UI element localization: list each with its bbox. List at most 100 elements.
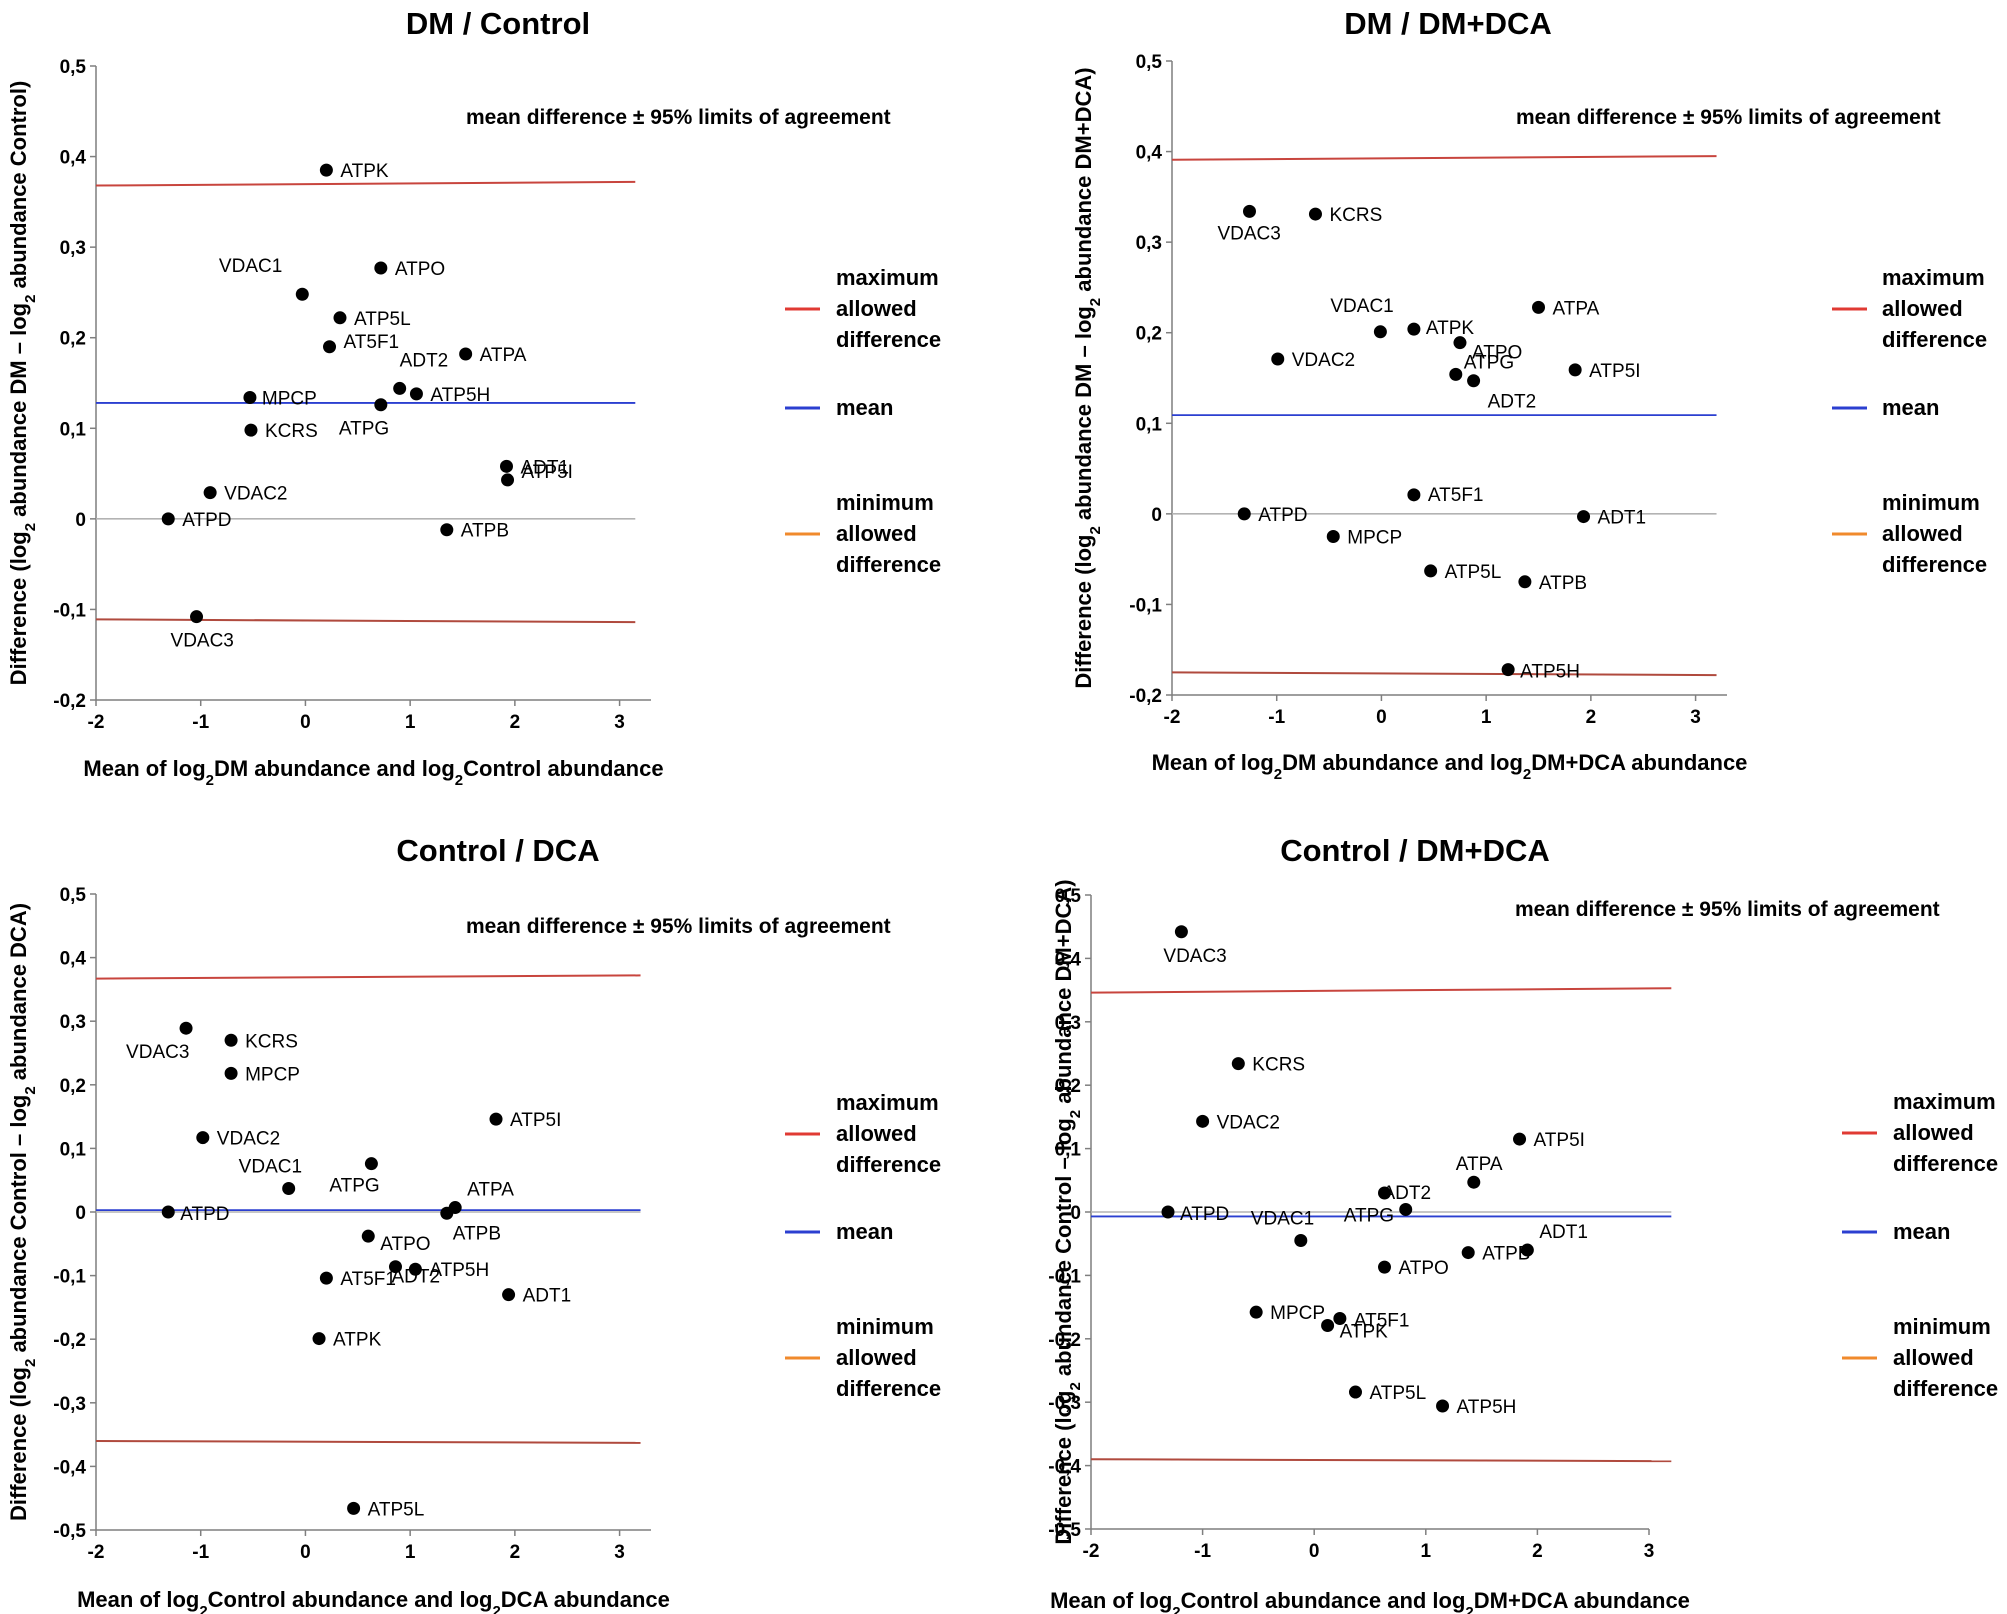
data-point [1568, 363, 1582, 377]
point-label: ADT1 [1539, 1222, 1588, 1243]
chart-svg: DM / DM+DCA -0,2 -0,1 0 0,1 0,2 0,3 0,4 0,5 -2 -1 0… [1071, 6, 1987, 783]
x-tick-label: 0 [1376, 707, 1387, 728]
y-axis-label-pre: Difference (log [6, 1367, 31, 1521]
data-point [374, 398, 388, 412]
y-axis-label-mid: abundance Control – log [1051, 1118, 1076, 1382]
x-tick-label: 3 [1690, 707, 1701, 728]
x-tick-label: 2 [1532, 1541, 1543, 1562]
data-point [1577, 510, 1591, 524]
point-label: MPCP [245, 1064, 300, 1085]
point-label: ATPA [480, 345, 527, 366]
lower-limit-line [95, 1439, 641, 1444]
legend-label: minimum [836, 490, 934, 515]
y-tick-label: 0,5 [1055, 886, 1082, 907]
legend-label: allowed [1882, 296, 1963, 321]
x-tick-label: 1 [1421, 1541, 1432, 1562]
x-tick-label: -1 [1194, 1541, 1211, 1562]
y-tick-label: 0,4 [60, 949, 87, 970]
x-axis-label-sub2: 2 [1523, 766, 1531, 783]
data-point [282, 1181, 296, 1195]
point-label: ATP5I [510, 1110, 561, 1131]
data-point [440, 523, 454, 537]
legend-label: difference [836, 1152, 941, 1177]
point-label: ATPB [1539, 573, 1587, 594]
data-point [323, 340, 337, 354]
data-point [1161, 1205, 1175, 1219]
data-point [1407, 322, 1421, 336]
point-label: VDAC3 [126, 1042, 189, 1063]
point-label: ATPG [1464, 352, 1514, 373]
data-point [1532, 300, 1546, 314]
x-axis-label-sub1: 2 [199, 1603, 207, 1614]
legend-label: allowed [836, 1345, 917, 1370]
point-label: VDAC3 [171, 631, 234, 652]
y-tick-label: 0,4 [1055, 949, 1082, 970]
legend-label: mean [1882, 395, 1939, 420]
data-point [1242, 204, 1256, 218]
x-axis-label-mid: DM abundance and log [214, 756, 455, 781]
data-point [1467, 1175, 1481, 1189]
x-tick-label: 2 [510, 1542, 521, 1563]
data-point [361, 1229, 375, 1243]
x-tick-label: 0 [300, 1542, 311, 1563]
point-label: ATP5H [429, 1260, 489, 1281]
limits-annotation: mean difference ± 95% limits of agreemen… [466, 106, 891, 129]
chart-svg: Control / DCA -0,5 -0,4 -0,3 -0,2 -0,1 0 0,1 0,2… [6, 833, 941, 1614]
data-point [190, 610, 204, 624]
chart-panel-dm-control: DM / Control -0,2 -0,1 0 0,1 0,2 0,3 0,4 0,5 -2 -1… [0, 0, 1003, 807]
y-tick-label: 0,4 [1136, 143, 1163, 164]
data-point [1453, 336, 1467, 350]
y-tick-label: 0,1 [1136, 414, 1163, 435]
data-point [409, 387, 423, 401]
point-label: ATP5H [1457, 1397, 1517, 1418]
y-tick-label: 0,3 [60, 238, 86, 259]
y-axis-label-post: abundance DM+DCA) [1071, 67, 1096, 297]
data-point [1294, 1234, 1308, 1248]
chart-svg: Control / DM+DCA -0,5 -0,4 -0,3 -0,2 -0,1 0 0,1… [1048, 833, 1998, 1614]
x-axis-label-pre: Mean of log [77, 1587, 199, 1612]
point-label: VDAC1 [219, 256, 282, 277]
x-axis-label-post: DM+DCA abundance [1531, 750, 1747, 775]
chart-title: DM / DM+DCA [1344, 6, 1552, 41]
data-point [1378, 1260, 1392, 1274]
point-label: KCRS [1329, 205, 1382, 226]
point-label: ADT2 [1383, 1183, 1432, 1204]
data-point [1196, 1114, 1210, 1128]
x-axis-label-pre: Mean of log [1152, 750, 1274, 775]
x-axis-label-post: DCA abundance [501, 1587, 670, 1612]
point-label: MPCP [262, 388, 317, 409]
legend-label: allowed [1882, 521, 1963, 546]
y-axis-label: Difference (log2 abundance Control – log… [6, 903, 39, 1521]
point-label: ATPK [1340, 1321, 1389, 1342]
chart-title: Control / DCA [396, 833, 599, 868]
x-axis-label-sub1: 2 [1274, 766, 1282, 783]
legend-label: maximum [1882, 265, 1985, 290]
data-point [1378, 1186, 1392, 1200]
y-tick-label: 0,5 [1136, 52, 1163, 73]
point-label: AT5F1 [1428, 485, 1484, 506]
legend-label: difference [836, 327, 941, 352]
legend-label: maximum [836, 1090, 939, 1115]
data-point [161, 1205, 175, 1219]
point-label: ADT2 [400, 350, 449, 371]
point-label: VDAC2 [1292, 350, 1355, 371]
y-tick-label: -0,2 [53, 691, 86, 712]
x-axis-label-post: DM+DCA abundance [1474, 1588, 1690, 1613]
point-label: ATP5I [522, 462, 573, 483]
point-label: ATPD [1180, 1204, 1229, 1225]
data-point [1424, 564, 1438, 578]
x-axis-label: Mean of log2DM abundance and log2DM+DCA … [1152, 750, 1748, 783]
legend-label: allowed [1893, 1120, 1974, 1145]
y-tick-label: -0,2 [53, 1330, 86, 1351]
y-tick-label: -0,1 [1048, 1266, 1081, 1287]
legend-label: minimum [1893, 1314, 1991, 1339]
y-tick-label: 0 [1070, 1203, 1081, 1224]
data-point [1249, 1305, 1263, 1319]
y-axis-label-mid: abundance DM – log [6, 303, 31, 523]
data-point [1501, 663, 1515, 677]
point-label: ATP5L [354, 309, 411, 330]
y-tick-label: 0 [1151, 505, 1162, 526]
y-tick-label: -0,2 [1129, 686, 1162, 707]
point-label: ATPB [461, 521, 509, 542]
x-tick-label: 3 [1644, 1541, 1655, 1562]
